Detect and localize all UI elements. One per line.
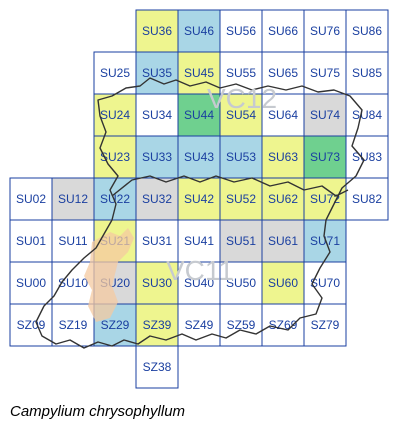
grid-label-su56: SU56 xyxy=(226,24,256,38)
grid-label-sz09: SZ09 xyxy=(17,318,46,332)
grid-label-su73: SU73 xyxy=(310,150,340,164)
grid-label-su51: SU51 xyxy=(226,234,256,248)
grid-label-su42: SU42 xyxy=(184,192,214,206)
grid-label-su40: SU40 xyxy=(184,276,214,290)
species-name: Campylium chrysophyllum xyxy=(10,403,186,420)
grid-square-su55 xyxy=(219,51,263,95)
grid-label-su02: SU02 xyxy=(16,192,46,206)
grid-label-su32: SU32 xyxy=(142,192,172,206)
grid-label-su54: SU54 xyxy=(226,108,256,122)
grid-square-su64 xyxy=(261,93,305,137)
grid-label-su25: SU25 xyxy=(100,66,130,80)
grid-square-su75 xyxy=(303,51,347,95)
grid-label-sz38: SZ38 xyxy=(143,360,172,374)
grid-label-su84: SU84 xyxy=(352,108,382,122)
grid-label-su60: SU60 xyxy=(268,276,298,290)
grid-square-su36 xyxy=(135,9,179,53)
grid-label-su01: SU01 xyxy=(16,234,46,248)
grid-square-su63 xyxy=(261,135,305,179)
grid-label-su53: SU53 xyxy=(226,150,256,164)
grid-label-sz59: SZ59 xyxy=(227,318,256,332)
vice-county-divider xyxy=(111,175,349,197)
grid-label-su86: SU86 xyxy=(352,24,382,38)
grid-square-su35 xyxy=(135,51,179,95)
grid-label-su41: SU41 xyxy=(184,234,214,248)
grid-label-su30: SU30 xyxy=(142,276,172,290)
grid-label-su66: SU66 xyxy=(268,24,298,38)
grid-square-su33 xyxy=(135,135,179,179)
grid-label-su43: SU43 xyxy=(184,150,214,164)
grid-label-su33: SU33 xyxy=(142,150,172,164)
grid-label-su82: SU82 xyxy=(352,192,382,206)
grid-label-su75: SU75 xyxy=(310,66,340,80)
grid-label-su00: SU00 xyxy=(16,276,46,290)
grid-cells: SU36 SU46 SU56 SU66 SU76 SU86 SU25 SU35 SU45 SU55… xyxy=(9,9,389,389)
vice-county-label-vc11: VC11 xyxy=(166,255,234,286)
grid-label-sz79: SZ79 xyxy=(311,318,340,332)
grid-label-su35: SU35 xyxy=(142,66,172,80)
grid-label-su65: SU65 xyxy=(268,66,298,80)
grid-square-su00 xyxy=(9,261,53,305)
grid-label-su46: SU46 xyxy=(184,24,214,38)
grid-label-su44: SU44 xyxy=(184,108,214,122)
grid-label-su83: SU83 xyxy=(352,150,382,164)
grid-label-su31: SU31 xyxy=(142,234,172,248)
grid-label-su74: SU74 xyxy=(310,108,340,122)
grid-square-su84 xyxy=(345,93,389,137)
grid-label-su70: SU70 xyxy=(310,276,340,290)
vice-county-boundary xyxy=(35,77,365,349)
vice-county-label-vc12: VC12 xyxy=(207,83,277,114)
grid-square-su82 xyxy=(345,177,389,221)
grid-square-su44 xyxy=(177,93,221,137)
grid-label-su22: SU22 xyxy=(100,192,130,206)
county-overlay-shape xyxy=(84,228,134,322)
grid-square-su46 xyxy=(177,9,221,53)
grid-square-su02 xyxy=(9,177,53,221)
grid-label-su34: SU34 xyxy=(142,108,172,122)
grid-square-su40 xyxy=(177,261,221,305)
grid-label-su72: SU72 xyxy=(310,192,340,206)
grid-square-su23 xyxy=(93,135,137,179)
grid-label-sz19: SZ19 xyxy=(59,318,88,332)
grid-square-su74 xyxy=(303,93,347,137)
grid-label-su36: SU36 xyxy=(142,24,172,38)
grid-label-su11: SU11 xyxy=(58,234,87,248)
grid-square-su52 xyxy=(219,177,263,221)
grid-square-sz09 xyxy=(9,303,53,347)
grid-label-su64: SU64 xyxy=(268,108,298,122)
grid-square-su01 xyxy=(9,219,53,263)
grid-label-su50: SU50 xyxy=(226,276,256,290)
grid-label-su55: SU55 xyxy=(226,66,256,80)
grid-label-su23: SU23 xyxy=(100,150,130,164)
grid-square-su43 xyxy=(177,135,221,179)
grid-label-su10: SU10 xyxy=(58,276,88,290)
grid-label-sz29: SZ29 xyxy=(101,318,130,332)
grid-square-sz59 xyxy=(219,303,263,347)
grid-label-sz39: SZ39 xyxy=(143,318,172,332)
grid-square-su50 xyxy=(219,261,263,305)
grid-square-su53 xyxy=(219,135,263,179)
grid-square-su60 xyxy=(261,261,305,305)
grid-label-su63: SU63 xyxy=(268,150,298,164)
grid-label-su24: SU24 xyxy=(100,108,130,122)
grid-label-su45: SU45 xyxy=(184,66,214,80)
grid-label-su61: SU61 xyxy=(268,234,298,248)
grid-label-su62: SU62 xyxy=(268,192,298,206)
grid-square-su86 xyxy=(345,9,389,53)
grid-label-su12: SU12 xyxy=(58,192,88,206)
distribution-map: SU36 SU46 SU56 SU66 SU76 SU86 SU25 SU35 SU45 SU55… xyxy=(9,9,389,389)
grid-square-sz79 xyxy=(303,303,347,347)
grid-label-sz49: SZ49 xyxy=(185,318,214,332)
grid-square-sz19 xyxy=(51,303,95,347)
grid-label-su76: SU76 xyxy=(310,24,340,38)
grid-label-su85: SU85 xyxy=(352,66,382,80)
grid-square-sz38 xyxy=(135,345,179,389)
grid-label-su52: SU52 xyxy=(226,192,256,206)
